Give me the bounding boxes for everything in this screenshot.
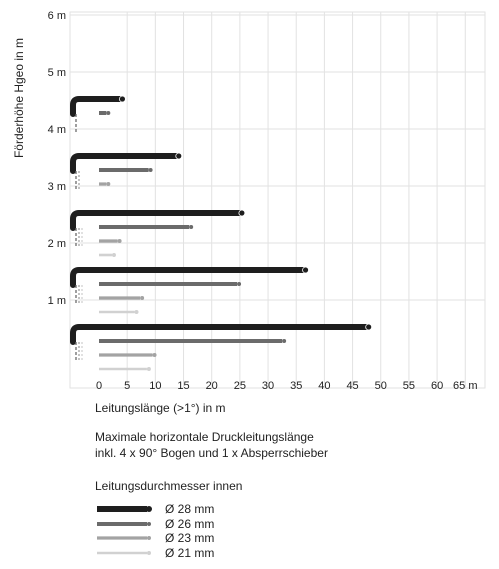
x-tick-label: 20 bbox=[206, 380, 218, 392]
legend-item: Ø 28 mm bbox=[95, 502, 214, 517]
pipe-bar bbox=[70, 96, 124, 117]
x-tick-label: 15 bbox=[177, 380, 189, 392]
legend-item: Ø 23 mm bbox=[95, 531, 214, 546]
plot-frame bbox=[69, 11, 486, 389]
pipe-end-dot bbox=[117, 239, 122, 243]
legend-label: Ø 28 mm bbox=[165, 502, 215, 517]
x-tick-label: 45 bbox=[346, 380, 358, 392]
pipe-bar bbox=[70, 153, 180, 174]
grid bbox=[69, 11, 486, 389]
legend-label: Ø 21 mm bbox=[165, 545, 215, 560]
legend-swatch-28mm bbox=[97, 506, 152, 513]
pipe-end-dot bbox=[146, 367, 151, 371]
chart-note: Maximale horizontale Druckleitungslänge … bbox=[95, 429, 328, 461]
pipe-end-dot bbox=[134, 310, 139, 314]
pipe-end-dot bbox=[140, 296, 145, 300]
y-tick-label: 2 m bbox=[48, 238, 66, 250]
chart-note-line-1: Maximale horizontale Druckleitungslänge bbox=[95, 430, 314, 444]
y-tick-label: 6 m bbox=[48, 10, 66, 22]
pipe-end-dot bbox=[302, 266, 309, 274]
x-tick-label: 35 bbox=[290, 380, 302, 392]
y-tick-label: 4 m bbox=[48, 124, 66, 136]
legend-swatch-dot bbox=[147, 521, 151, 526]
pipe-end-dot bbox=[111, 253, 116, 257]
pipe-end-dot bbox=[152, 353, 157, 357]
pipe-end-dot bbox=[106, 182, 111, 186]
x-tick-label: 55 bbox=[403, 380, 415, 392]
pipe-end-dot bbox=[148, 168, 153, 172]
x-tick-label: 25 bbox=[234, 380, 246, 392]
chart: 0 5 10 15 20 25 30 35 40 45 50 55 60 65 m 1 m 2 m 3 m 4 m… bbox=[12, 10, 486, 392]
pipe-end-dot bbox=[175, 152, 183, 160]
tick-labels: 0 5 10 15 20 25 30 35 40 45 50 55 60 65 m 1 m 2 m 3 m 4 m… bbox=[48, 10, 478, 392]
legend-swatch-26mm bbox=[97, 521, 151, 526]
legend-swatch-23mm bbox=[97, 536, 151, 541]
y-axis-label: Förderhöhe Hgeo in m bbox=[12, 38, 26, 158]
legend-label: Ø 23 mm bbox=[165, 531, 215, 546]
x-tick-label: 0 bbox=[96, 380, 102, 392]
pipe-end-dot bbox=[282, 339, 287, 343]
legend-label: Ø 26 mm bbox=[165, 516, 215, 531]
pipe-bar bbox=[70, 324, 370, 345]
y-tick-label: 5 m bbox=[48, 67, 66, 79]
y-tick-label: 1 m bbox=[48, 295, 66, 307]
legend-item: Ø 26 mm bbox=[95, 517, 214, 532]
legend-swatch-dot bbox=[147, 550, 151, 555]
pipe-end-dot bbox=[237, 282, 242, 286]
x-tick-label: 60 bbox=[431, 380, 443, 392]
x-axis-label: Leitungslänge (>1°) in m bbox=[95, 401, 226, 415]
legend-title: Leitungsdurchmesser innen bbox=[95, 479, 243, 493]
legend-swatch-dot bbox=[147, 536, 151, 541]
pipes bbox=[70, 95, 373, 371]
pipe-end-dot bbox=[189, 225, 194, 229]
legend-item: Ø 21 mm bbox=[95, 546, 214, 561]
pipe-bar bbox=[70, 210, 243, 231]
chart-note-line-2: inkl. 4 x 90° Bogen und 1 x Absperrschie… bbox=[95, 446, 328, 460]
x-tick-label: 5 bbox=[124, 380, 130, 392]
pipe-end-dot bbox=[119, 95, 126, 103]
legend-swatch-21mm bbox=[97, 550, 151, 555]
pipe-end-dot bbox=[238, 209, 246, 217]
x-tick-label: 40 bbox=[318, 380, 330, 392]
legend-swatch-dot bbox=[146, 506, 152, 513]
y-tick-label: 3 m bbox=[48, 181, 66, 193]
x-tick-label: 30 bbox=[262, 380, 274, 392]
x-tick-label: 50 bbox=[375, 380, 387, 392]
pipe-bar bbox=[70, 267, 307, 288]
legend: Ø 28 mm Ø 26 mm Ø 23 mm Ø 21 mm bbox=[95, 502, 214, 560]
pipe-end-dot bbox=[106, 111, 111, 115]
x-tick-label: 10 bbox=[149, 380, 161, 392]
pipe-end-dot bbox=[365, 323, 373, 331]
x-tick-label: 65 m bbox=[453, 380, 477, 392]
